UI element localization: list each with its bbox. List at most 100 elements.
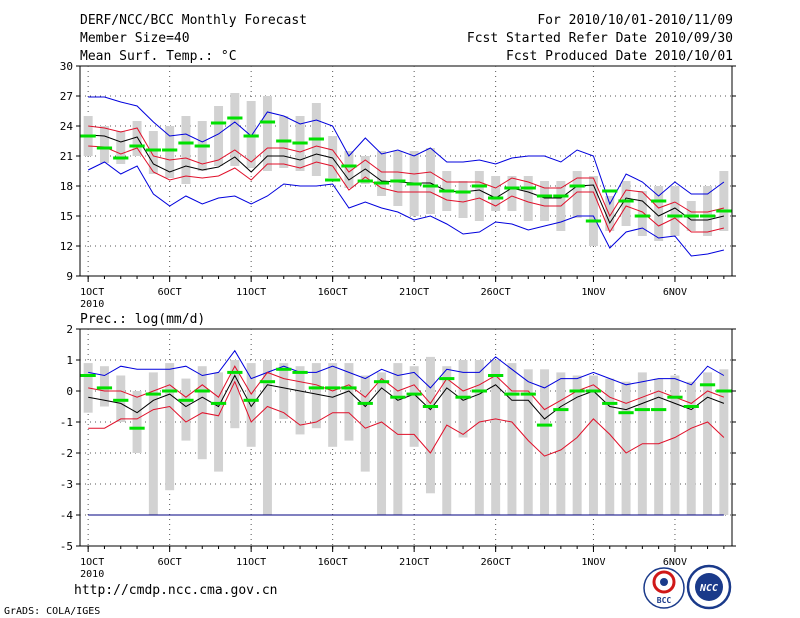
prec-spread-bar — [295, 366, 305, 435]
chart-title: DERF/NCC/BCC Monthly Forecast — [80, 13, 307, 28]
prec-upper-line — [88, 365, 725, 411]
temp-spread-bar — [360, 156, 370, 184]
source-url: http://cmdp.ncc.cma.gov.cn — [74, 583, 278, 598]
prec-mean-line — [88, 374, 725, 420]
temp-xtick-label: 21OCT — [399, 287, 429, 298]
temp-ytick-label: 27 — [60, 90, 73, 103]
prec-ytick-label: -2 — [60, 447, 73, 460]
temp-xtick-label: 11OCT — [236, 287, 266, 298]
temp-mean-line — [88, 134, 725, 225]
prec-spread-bar — [116, 375, 126, 422]
prec-spread-bar — [458, 360, 468, 438]
prec-spread-bar — [588, 375, 598, 515]
prec-spread-bar — [409, 366, 419, 447]
prec-xtick-label: 1OCT — [80, 557, 104, 568]
temp-spread-bar — [328, 136, 338, 178]
prec-spread-bar — [507, 363, 517, 515]
prec-xtick-label: 21OCT — [399, 557, 429, 568]
prec-ytick-label: 1 — [66, 354, 73, 367]
temp-ytick-label: 24 — [60, 120, 74, 133]
prec-spread-bar — [523, 369, 533, 515]
temp-xtick-label: 16OCT — [318, 287, 348, 298]
bcc-logo-text: BCC — [657, 596, 672, 605]
prec-spread-bar — [328, 363, 338, 447]
prec-xtick-label: 16OCT — [318, 557, 348, 568]
prec-spread-bar — [686, 381, 696, 515]
temp-spread-bar — [214, 106, 224, 166]
temp-spread-bar — [393, 151, 403, 206]
temp-spread-bar — [507, 176, 517, 211]
temp-spread-bar — [262, 96, 272, 171]
prec-spread-bar — [279, 363, 289, 419]
temp-spread-bar — [474, 171, 484, 221]
prec-spread-bar — [344, 363, 354, 441]
temp-xtick-year: 2010 — [80, 299, 104, 310]
ncc-logo-text: NCC — [699, 583, 718, 594]
temp-spread-bar — [605, 196, 615, 231]
prec-max-line — [88, 349, 725, 389]
prec-spread-bar — [99, 366, 109, 407]
prec-xtick-year: 2010 — [80, 569, 104, 580]
temp-upper-line — [88, 125, 725, 218]
member-size: Member Size=40 — [80, 31, 190, 46]
prec-spread-bar — [703, 372, 713, 515]
forecast-period: For 2010/10/01-2010/11/09 — [537, 13, 733, 28]
prec-spread-bar — [670, 375, 680, 515]
prec-xtick-label: 11OCT — [236, 557, 266, 568]
prec-xtick-label: 6OCT — [158, 557, 182, 568]
temp-xtick-label: 1NOV — [581, 287, 605, 298]
prec-spread-bar — [181, 378, 191, 441]
prec-spread-bar — [377, 372, 387, 515]
prec-spread-bar — [491, 360, 501, 515]
temp-xtick-label: 26OCT — [481, 287, 511, 298]
temp-lower-line — [88, 145, 725, 234]
temperature-panel: 9 12 15 18 21 24 27 30 1OCT 6OCT 11OCT 16OCT 21OCT 26… — [60, 60, 736, 310]
temp-spread-bar — [148, 131, 158, 174]
ncc-logo: NCC — [686, 564, 732, 610]
fcst-produced-date: Fcst Produced Date 2010/10/01 — [506, 49, 733, 64]
temp-ytick-label: 12 — [60, 240, 73, 253]
temp-ytick-label: 9 — [66, 270, 73, 283]
prec-spread-bar — [393, 363, 403, 515]
temp-ytick-label: 18 — [60, 180, 73, 193]
prec-xtick-label: 26OCT — [481, 557, 511, 568]
temp-max-line — [88, 96, 725, 206]
temp-spread-bar — [637, 191, 647, 236]
temp-spread-bar — [588, 176, 598, 246]
prec-ytick-label: 0 — [66, 385, 73, 398]
temp-spread-bar — [654, 186, 664, 241]
temp-spread-bar — [703, 186, 713, 236]
temp-spread-bar — [670, 186, 680, 236]
prec-spread-bar — [540, 369, 550, 515]
temp-ytick-label: 30 — [60, 60, 73, 73]
prec-ytick-label: -4 — [60, 509, 74, 522]
temp-xtick-label: 1OCT — [80, 287, 104, 298]
prec-spread-bar — [572, 375, 582, 515]
temp-spread-bar — [540, 181, 550, 221]
prec-spread-bar — [621, 381, 631, 515]
temp-spread-bar — [344, 151, 354, 188]
prec-ytick-label: -5 — [60, 540, 73, 553]
temp-ytick-label: 21 — [60, 150, 73, 163]
prec-ytick-label: -1 — [60, 416, 73, 429]
prec-spread-bar — [474, 360, 484, 515]
prec-xtick-label: 6NOV — [663, 557, 687, 568]
temp-ytick-label: 15 — [60, 210, 73, 223]
variable-label: Mean Surf. Temp.: °C — [80, 49, 237, 64]
prec-spread-bar — [262, 360, 272, 515]
prec-spread-bar — [442, 366, 452, 515]
prec-spread-bar — [719, 369, 729, 515]
temp-plot-frame — [79, 65, 733, 277]
temp-xtick-label: 6OCT — [158, 287, 182, 298]
temp-spread-bar — [99, 126, 109, 163]
prec-spread-bar — [425, 356, 435, 494]
temp-spread-bar — [165, 126, 175, 178]
temp-spread-bar — [425, 148, 435, 214]
prec-spread-bar — [311, 363, 321, 429]
temp-spread-bar — [181, 116, 191, 184]
temp-spread-bar — [523, 176, 533, 221]
prec-spread-bar — [148, 372, 158, 515]
prec-spread-bar — [246, 363, 256, 447]
